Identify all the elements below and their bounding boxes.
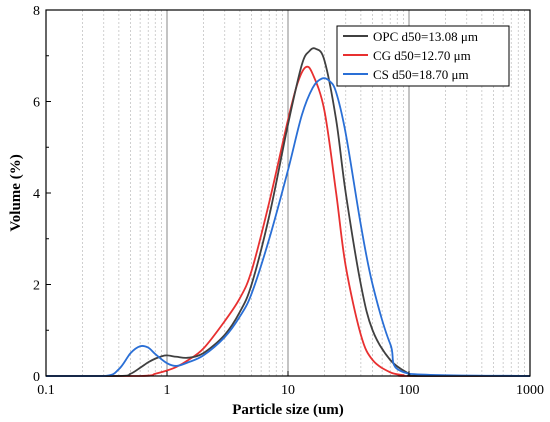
y-tick-label: 4: [33, 187, 40, 202]
y-tick-label: 6: [33, 96, 40, 111]
x-tick-label: 1: [164, 383, 171, 398]
x-tick-label: 1000: [516, 383, 544, 398]
ticks-layer: 0.1 1 10 100 1000 0 2 4 6 8: [33, 4, 544, 398]
x-tick-label: 0.1: [37, 383, 55, 398]
legend-label-cg: CG d50=12.70 μm: [373, 48, 471, 63]
y-tick-label: 2: [33, 279, 40, 294]
y-tick-label: 8: [33, 4, 40, 19]
legend-label-cs: CS d50=18.70 μm: [373, 67, 469, 82]
series-layer: [46, 47, 531, 377]
x-tick-label: 10: [281, 383, 295, 398]
legend-label-opc: OPC d50=13.08 μm: [373, 29, 478, 44]
series-opc-line: [46, 47, 530, 377]
y-tick-label: 0: [33, 370, 40, 385]
legend: OPC d50=13.08 μm CG d50=12.70 μm CS d50=…: [336, 25, 510, 87]
y-axis-title: Volume (%): [8, 154, 24, 231]
x-tick-label: 100: [399, 383, 420, 398]
x-axis-title: Particle size (um): [232, 402, 344, 418]
series-cs-line: [46, 77, 531, 377]
